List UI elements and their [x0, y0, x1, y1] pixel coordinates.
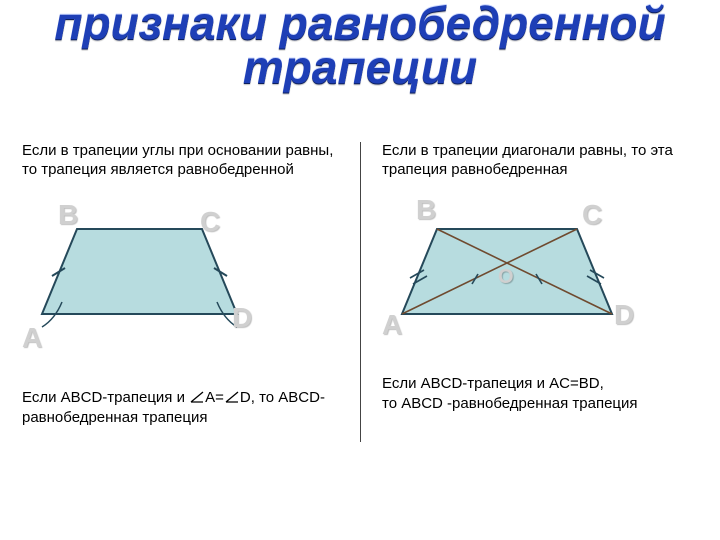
title-line-1: признаки равнобедренной	[0, 2, 720, 46]
right-caption-l1: Если ABCD-трапеция и AC=BD,	[382, 375, 604, 392]
left-vertex-D: D	[232, 302, 252, 334]
left-trapezoid	[42, 229, 237, 314]
right-caption-l2: то ABCD -равнобедренная трапеция	[382, 395, 638, 412]
right-vertex-D: D	[614, 299, 634, 331]
right-theorem: Если в трапеции диагонали равны, то эта …	[382, 142, 698, 180]
title-block: признаки равнобедренной трапеции	[0, 2, 720, 89]
slide: признаки равнобедренной трапеции Если в …	[0, 0, 720, 540]
angle-icon	[224, 390, 240, 404]
left-caption: Если ABCD-трапеция и A=D, то ABCD-равноб…	[22, 388, 332, 427]
right-vertex-A: A	[382, 309, 402, 341]
left-theorem: Если в трапеции углы при основании равны…	[22, 142, 338, 180]
right-vertex-B: B	[416, 194, 436, 226]
left-caption-p1: Если ABCD-трапеция и	[22, 389, 185, 406]
left-figure-wrap: B C A D	[22, 194, 338, 354]
right-column: Если в трапеции диагонали равны, то эта …	[360, 142, 720, 522]
title-text-2: трапеции	[243, 41, 477, 93]
angle-icon	[189, 390, 205, 404]
right-figure-wrap: B C A D O	[382, 194, 698, 354]
title-line-2: трапеции	[0, 46, 720, 90]
left-vertex-B: B	[58, 199, 78, 231]
right-caption: Если ABCD-трапеция и AC=BD, то ABCD -рав…	[382, 374, 702, 413]
columns: Если в трапеции углы при основании равны…	[0, 142, 720, 522]
left-vertex-C: C	[200, 206, 220, 238]
right-center-O: O	[498, 266, 514, 289]
left-caption-p2: A=	[205, 389, 224, 406]
left-vertex-A: A	[22, 322, 42, 354]
right-vertex-C: C	[582, 199, 602, 231]
left-column: Если в трапеции углы при основании равны…	[0, 142, 360, 522]
